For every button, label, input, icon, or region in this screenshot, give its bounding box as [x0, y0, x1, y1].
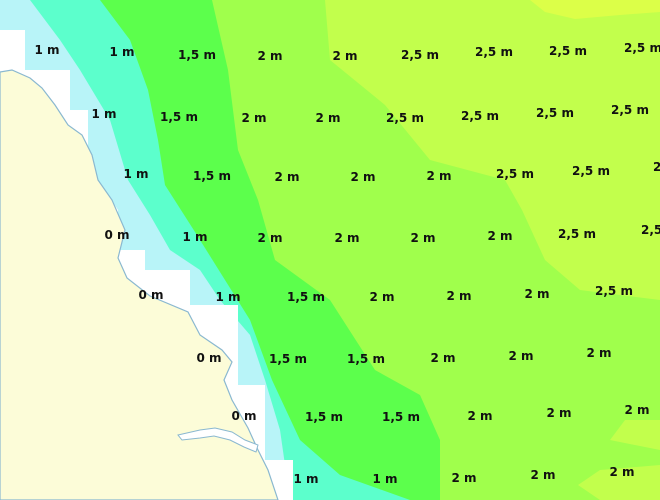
wave-height-label: 2 m	[410, 231, 436, 245]
wave-height-label: 2,5 m	[595, 284, 633, 298]
wave-height-label: 1,5 m	[287, 290, 325, 304]
wave-height-label: 1,5 m	[382, 410, 420, 424]
wave-height-label: 1,5 m	[160, 110, 198, 124]
wave-height-label: 2 m	[451, 471, 477, 485]
wave-height-label: 2 m	[369, 290, 395, 304]
wave-height-label: 2 m	[467, 409, 493, 423]
wave-height-label: 1 m	[293, 472, 319, 486]
wave-height-label: 1,5 m	[193, 169, 231, 183]
wave-height-label: 1,5 m	[305, 410, 343, 424]
wave-height-label: 0 m	[196, 351, 222, 365]
wave-height-label: 1 m	[34, 43, 60, 57]
river-inlet	[177, 427, 259, 453]
wave-height-label: 2,5 m	[496, 167, 534, 181]
wave-height-label: 2 m	[334, 231, 360, 245]
wave-height-label: 2,5 m	[611, 103, 649, 117]
wave-height-label: 1 m	[91, 107, 117, 121]
wave-height-label: 2 m	[332, 49, 358, 63]
wave-height-label: 1,5 m	[347, 352, 385, 366]
wave-height-label: 2 m	[257, 231, 283, 245]
wave-height-label: 2 m	[315, 111, 341, 125]
wave-height-label: 1 m	[109, 45, 135, 59]
wave-height-label: 2 m	[524, 287, 550, 301]
wave-height-label: 2,5 m	[536, 106, 574, 120]
wave-height-label: 2 m	[257, 49, 283, 63]
wave-height-label: 2,5 m	[572, 164, 610, 178]
wave-height-label: 2,5 m	[549, 44, 587, 58]
wave-height-label: 0 m	[104, 228, 130, 242]
wave-height-label: 2 m	[508, 349, 534, 363]
wave-height-label: 0 m	[138, 288, 164, 302]
wave-height-label: 1,5 m	[178, 48, 216, 62]
wave-height-label: 2 m	[430, 351, 456, 365]
wave-height-label: 2 m	[241, 111, 267, 125]
wave-height-label: 2 m	[546, 406, 572, 420]
wave-height-label: 2,5 m	[475, 45, 513, 59]
wave-height-label: 1,5 m	[269, 352, 307, 366]
wave-height-label: 2,5 m	[386, 111, 424, 125]
wave-height-label: 2 m	[586, 346, 612, 360]
wave-height-label: 1 m	[215, 290, 241, 304]
wave-height-label: 2 m	[530, 468, 556, 482]
wave-height-label: 2,5 m	[461, 109, 499, 123]
wave-height-label: 2 m	[609, 465, 635, 479]
wave-height-label: 2 m	[487, 229, 513, 243]
wave-height-label: 1 m	[182, 230, 208, 244]
wave-height-label: 2,5 m	[641, 223, 660, 237]
wave-height-label: 2 m	[426, 169, 452, 183]
wave-height-label: 2,5 m	[558, 227, 596, 241]
wave-height-label: 2,5 m	[624, 41, 660, 55]
wave-height-label: 2 m	[274, 170, 300, 184]
wave-height-label: 2 m	[350, 170, 376, 184]
wave-height-label: 2 m	[624, 403, 650, 417]
wave-height-label: 1 m	[372, 472, 398, 486]
wave-height-label: 2 m	[446, 289, 472, 303]
wave-height-label: 2,5 m	[653, 160, 660, 174]
wave-height-label: 1 m	[123, 167, 149, 181]
wave-height-label: 0 m	[231, 409, 257, 423]
wave-height-label: 2,5 m	[401, 48, 439, 62]
zone-3m	[530, 0, 660, 19]
